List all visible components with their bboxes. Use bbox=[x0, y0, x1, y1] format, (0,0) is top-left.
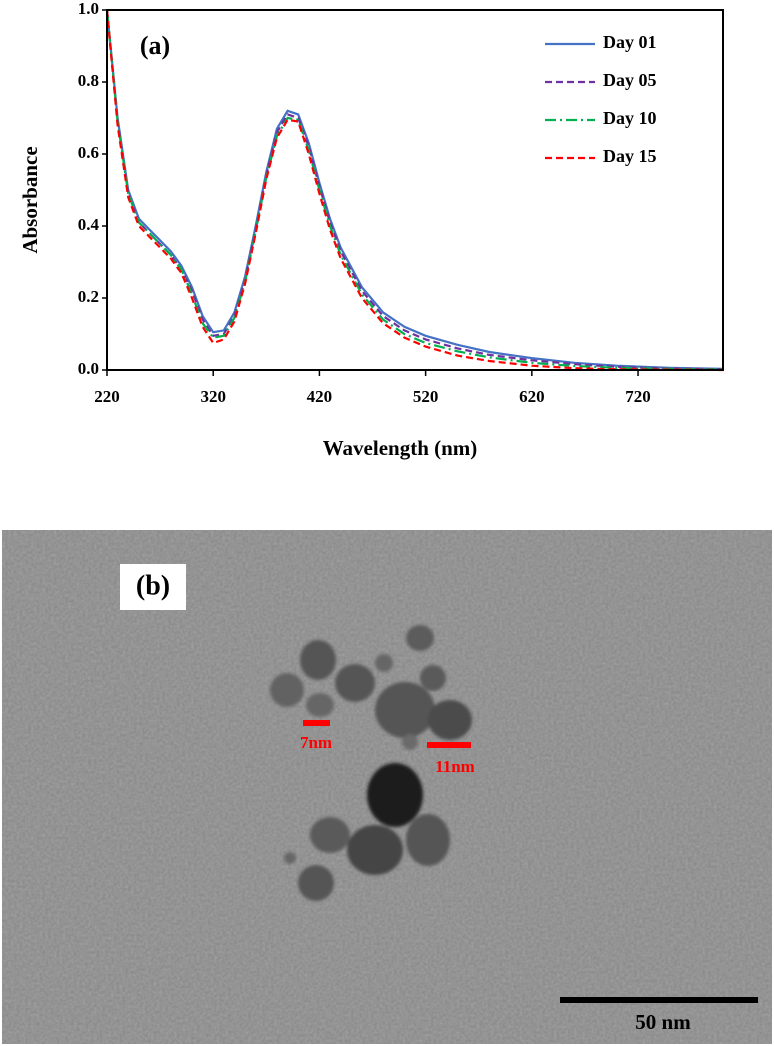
size-label: 7nm bbox=[300, 733, 332, 752]
data-line bbox=[105, 9, 724, 370]
scale-bar bbox=[560, 997, 758, 1003]
y-axis-label: Absorbance bbox=[18, 146, 42, 253]
size-label: 11nm bbox=[435, 757, 475, 776]
y-tick-label: 1.0 bbox=[78, 0, 99, 18]
panel-label: (a) bbox=[140, 31, 170, 60]
particles bbox=[270, 625, 472, 901]
plot-frame bbox=[106, 9, 724, 371]
legend-label: Day 15 bbox=[603, 146, 657, 166]
y-tick-label: 0.8 bbox=[78, 71, 99, 90]
size-bar bbox=[427, 742, 471, 748]
data-line bbox=[105, 9, 724, 371]
x-tick-label: 520 bbox=[413, 387, 439, 406]
x-tick-label: 620 bbox=[519, 387, 545, 406]
data-line bbox=[105, 9, 724, 371]
x-tick-label: 420 bbox=[307, 387, 333, 406]
tem-image: (b) 7nm 11nm 50 nm bbox=[2, 530, 772, 1044]
panel-label: (b) bbox=[136, 570, 170, 601]
legend-label: Day 01 bbox=[603, 32, 657, 52]
scale-bar-label: 50 nm bbox=[635, 1010, 691, 1034]
y-tick-label: 0.2 bbox=[78, 287, 99, 306]
y-tick-label: 0.6 bbox=[78, 143, 99, 162]
y-tick-label: 0.0 bbox=[78, 359, 99, 378]
size-bar bbox=[303, 720, 330, 726]
x-tick-label: 720 bbox=[625, 387, 651, 406]
y-tick-label: 0.4 bbox=[78, 215, 100, 234]
x-tick-label: 220 bbox=[94, 387, 120, 406]
panel-label-box bbox=[120, 564, 186, 610]
data-line bbox=[105, 9, 724, 372]
x-tick-label: 320 bbox=[200, 387, 226, 406]
x-axis-label: Wavelength (nm) bbox=[323, 436, 478, 460]
legend-label: Day 05 bbox=[603, 70, 657, 90]
chart: (a) Wavelength (nm) Absorbance 0.0 0.2 0.4… bbox=[18, 0, 724, 460]
legend-label: Day 10 bbox=[603, 108, 657, 128]
